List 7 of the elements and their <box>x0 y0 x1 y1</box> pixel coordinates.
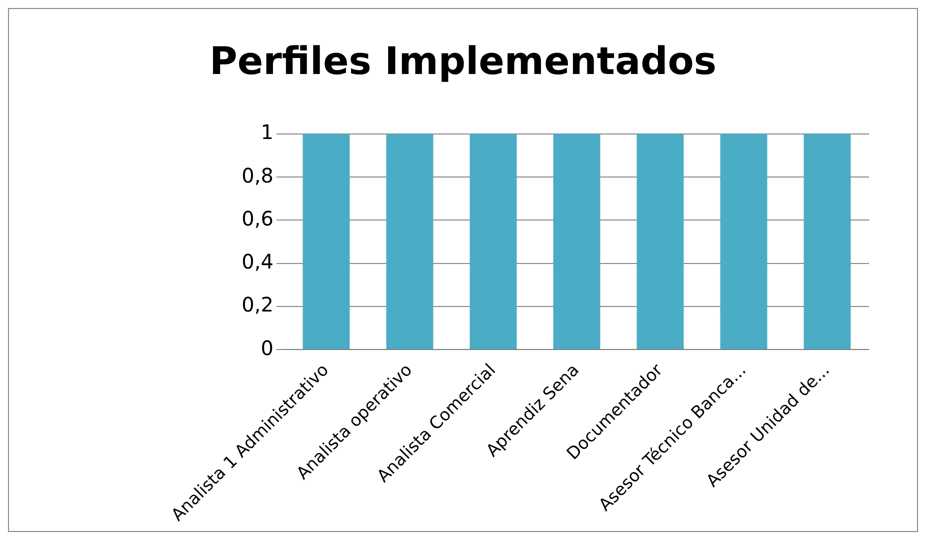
y-tick-label: 0,4 <box>242 250 274 274</box>
y-tick-label: 0 <box>260 336 274 360</box>
y-tick-label: 0,6 <box>242 206 274 230</box>
chart-title: Perfiles Implementados <box>208 39 718 83</box>
y-tick-label: 0,2 <box>242 292 274 317</box>
y-tick-label: 1 <box>260 120 274 144</box>
y-tick-label: 0,8 <box>242 163 274 188</box>
